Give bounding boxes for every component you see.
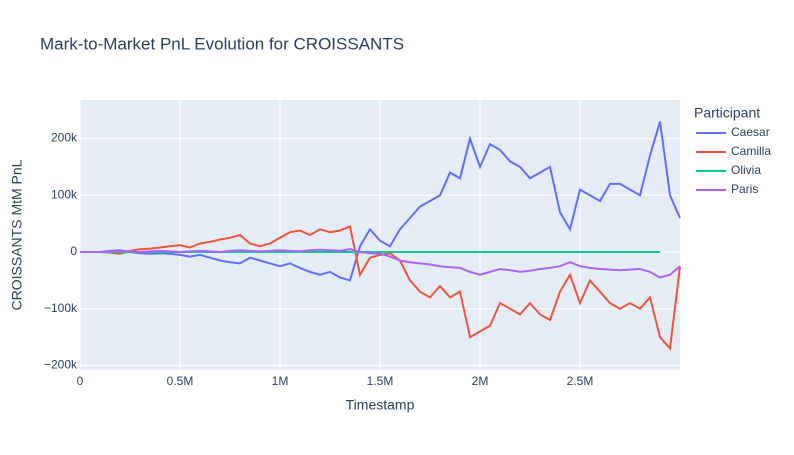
y-tick-label: 0 — [70, 244, 77, 258]
line-series — [80, 121, 681, 282]
x-axis-label: Timestamp — [346, 397, 415, 413]
y-tick-label: 200k — [51, 131, 78, 145]
legend-label: Paris — [731, 182, 758, 196]
legend-label: Caesar — [731, 125, 770, 139]
legend-title: Participant — [694, 105, 760, 121]
legend-label: Olivia — [731, 163, 761, 177]
legend-label: Camilla — [731, 144, 771, 158]
line-series — [80, 248, 681, 279]
x-tick-label: 1.5M — [367, 374, 394, 388]
y-tick-label: 100k — [51, 187, 78, 201]
line-series — [80, 225, 681, 351]
x-tick-label: 2.5M — [567, 374, 594, 388]
chart-title: Mark-to-Market PnL Evolution for CROISSA… — [40, 34, 404, 53]
y-tick-label: −200k — [44, 358, 78, 372]
x-tick-label: 1M — [272, 374, 289, 388]
x-tick-label: 2M — [472, 374, 489, 388]
x-tick-label: 0.5M — [167, 374, 194, 388]
y-axis-label: CROISSANTS MtM PnL — [9, 159, 25, 310]
x-tick-label: 0 — [77, 374, 84, 388]
y-tick-label: −100k — [44, 301, 78, 315]
